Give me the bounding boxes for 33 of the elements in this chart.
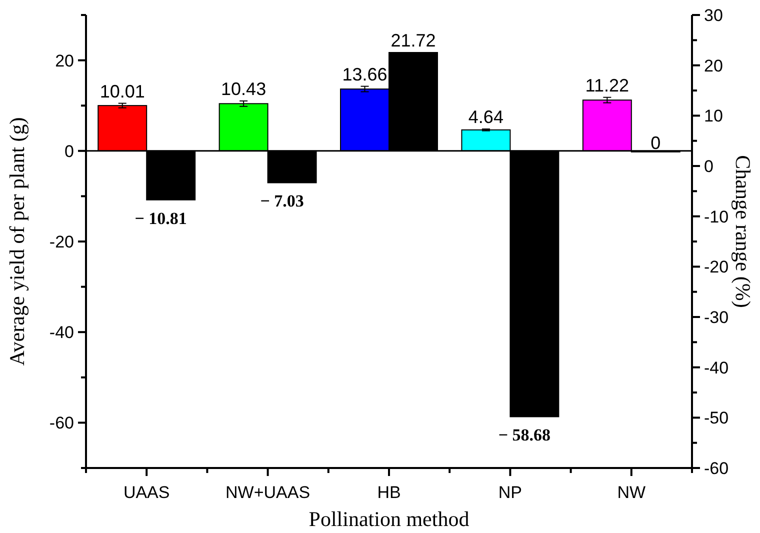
data-label: 10.01 (100, 81, 145, 102)
x-tick-label: NW+UAAS (226, 483, 310, 502)
y2-tick-label: 20 (704, 56, 723, 76)
y-axis-title: Average yield of per plant (g) (5, 117, 29, 366)
y2-tick-label: -30 (704, 308, 729, 327)
data-label: 4.64 (468, 106, 504, 127)
data-label: 10.43 (221, 78, 266, 99)
y2-tick-label: -10 (704, 207, 729, 226)
data-label: 0 (650, 132, 661, 153)
y2-tick-label: -40 (704, 358, 729, 378)
x-tick-label: HB (377, 483, 401, 502)
data-label: 13.66 (342, 64, 388, 84)
y-tick-label: 20 (55, 51, 74, 70)
y2-tick-label: 0 (704, 157, 714, 176)
y-tick-label: -60 (49, 414, 74, 433)
y2-tick-label: 30 (704, 6, 723, 25)
data-label: 21.72 (390, 30, 436, 51)
data-label: 11.22 (585, 75, 630, 96)
y-tick-label: -20 (49, 232, 74, 252)
x-tick-label: NW (617, 483, 646, 502)
data-label: − 10.81 (134, 208, 187, 228)
y2-axis-title: Change range (%) (731, 155, 755, 308)
y2-tick-label: -60 (704, 459, 729, 478)
data-label: − 58.68 (498, 426, 551, 445)
y2-tick-label: -50 (704, 408, 729, 428)
y-tick-label: -40 (49, 323, 74, 342)
y2-tick-label: 10 (704, 106, 723, 126)
x-tick-label: UAAS (123, 483, 170, 502)
data-label: − 7.03 (260, 192, 304, 211)
y-tick-label: 0 (64, 142, 74, 161)
x-tick-label: NP (498, 483, 522, 502)
y2-tick-label: -20 (704, 258, 729, 277)
x-axis-title: Pollination method (308, 507, 470, 531)
